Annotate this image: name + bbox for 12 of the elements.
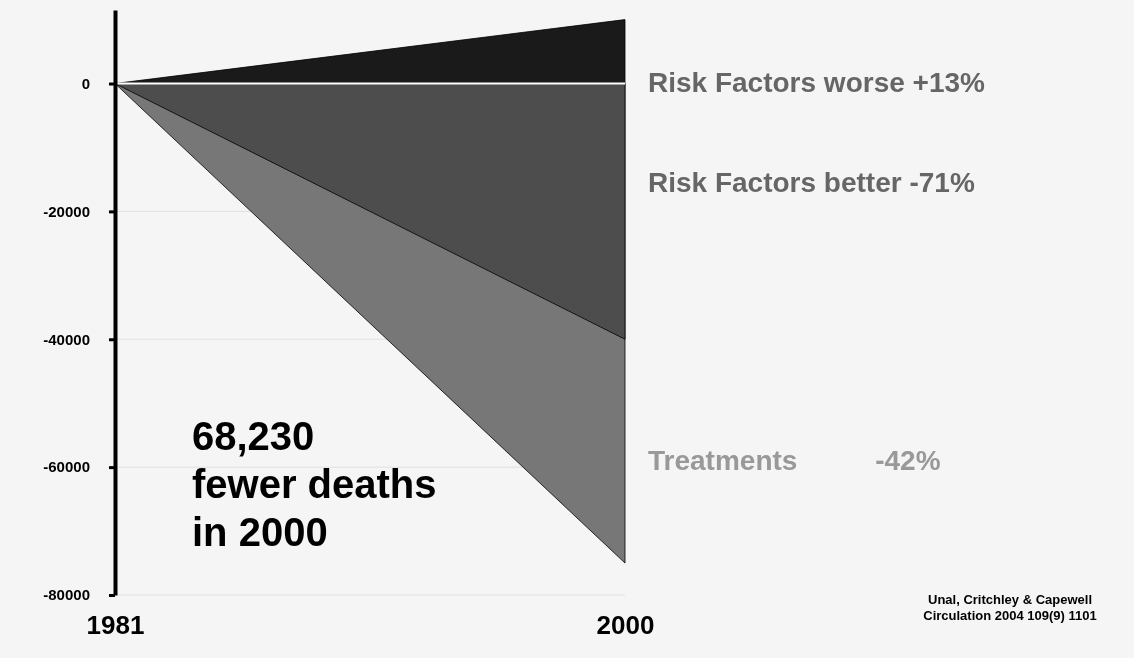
x-tick-label: 1981 bbox=[86, 610, 145, 641]
annotation: 68,230 fewer deaths in 2000 bbox=[192, 414, 437, 554]
series-label: Risk Factors better -71% bbox=[648, 167, 975, 199]
series-label: Risk Factors worse +13% bbox=[648, 66, 986, 98]
y-tick-label: -20000 bbox=[43, 202, 90, 220]
y-tick-label: 0 bbox=[81, 74, 90, 92]
text: Unal, Critchley & Capewell Circulation 2004 109(9) 1101 bbox=[923, 592, 1097, 623]
y-tick-label: -80000 bbox=[43, 586, 90, 604]
x-tick-label: 2000 bbox=[596, 610, 655, 641]
y-tick-label: -60000 bbox=[43, 458, 90, 476]
y-tick-label: -40000 bbox=[43, 330, 90, 348]
series-label: Treatments -42% bbox=[648, 445, 941, 477]
